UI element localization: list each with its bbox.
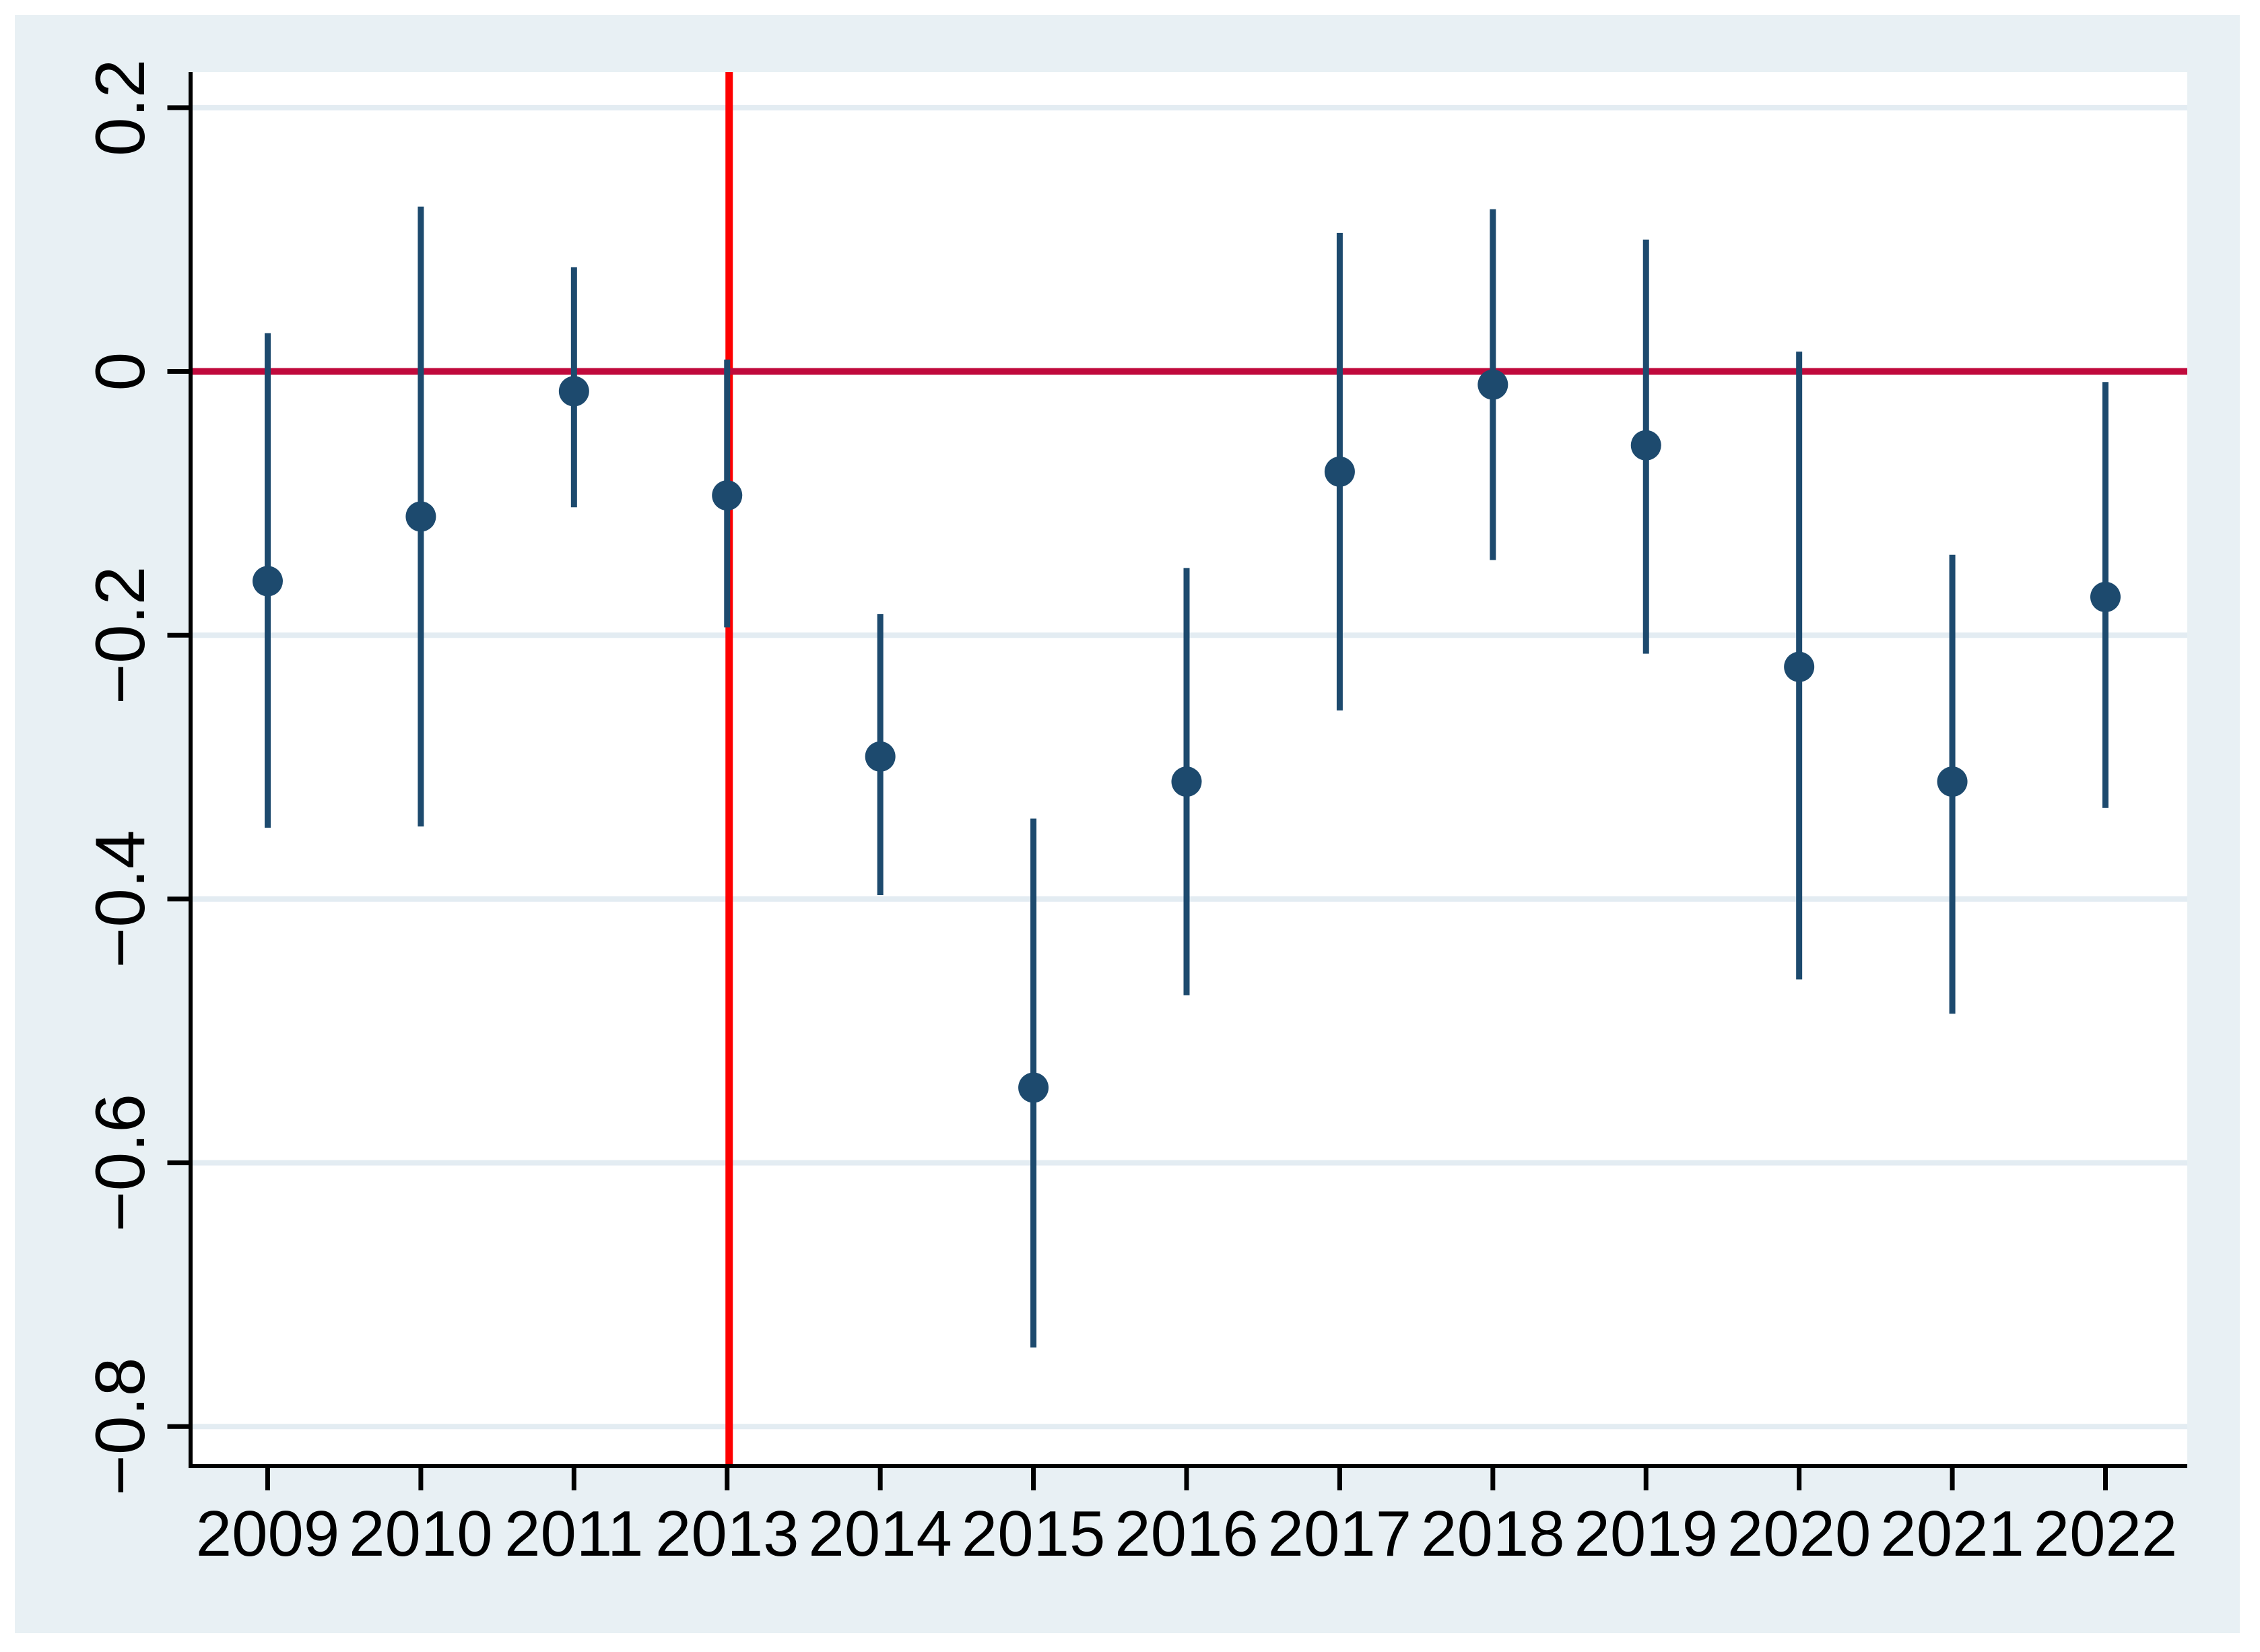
y-axis-tick-label: −0.6 — [81, 1094, 160, 1232]
x-axis-tick-label: 2022 — [2034, 1498, 2178, 1570]
point-marker-2018 — [1477, 369, 1508, 400]
y-axis-tick-label: −0.8 — [81, 1358, 160, 1496]
x-axis-tick-label: 2021 — [1880, 1498, 2024, 1570]
point-marker-2011 — [558, 376, 589, 407]
x-axis-tick-label: 2018 — [1421, 1498, 1565, 1570]
x-axis-tick-label: 2010 — [349, 1498, 493, 1570]
point-marker-2010 — [405, 501, 436, 532]
x-axis-tick-label: 2009 — [196, 1498, 340, 1570]
x-axis-tick-label: 2016 — [1115, 1498, 1259, 1570]
x-axis-tick-label: 2019 — [1574, 1498, 1718, 1570]
point-marker-2016 — [1171, 766, 1202, 797]
y-axis-tick-label: −0.2 — [81, 566, 160, 704]
x-axis-tick-label: 2014 — [808, 1498, 952, 1570]
x-axis-tick-label: 2015 — [962, 1498, 1106, 1570]
point-marker-2015 — [1018, 1072, 1049, 1103]
point-marker-2014 — [865, 741, 896, 772]
point-marker-2009 — [253, 566, 283, 597]
point-marker-2013 — [712, 480, 743, 511]
y-axis-tick-label: 0 — [81, 352, 160, 391]
point-marker-2021 — [1937, 766, 1968, 797]
y-axis-tick-label: 0.2 — [81, 59, 160, 157]
y-axis-tick-label: −0.4 — [81, 830, 160, 968]
x-axis-tick-label: 2013 — [655, 1498, 799, 1570]
point-marker-2020 — [1784, 651, 1815, 682]
x-axis-tick-label: 2020 — [1727, 1498, 1871, 1570]
x-axis-tick-label: 2011 — [504, 1498, 643, 1570]
point-marker-2019 — [1630, 430, 1661, 461]
point-marker-2022 — [2090, 581, 2121, 612]
point-marker-2017 — [1324, 456, 1355, 487]
x-axis-tick-label: 2017 — [1268, 1498, 1412, 1570]
